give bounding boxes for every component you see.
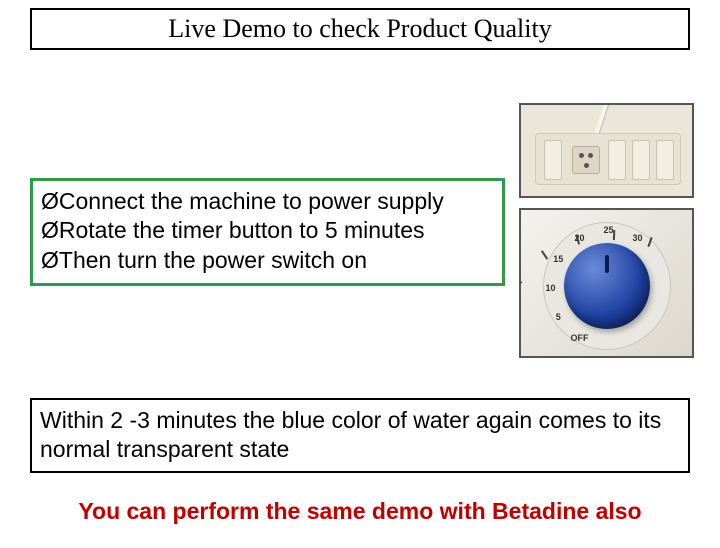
plug-pin: [588, 153, 593, 158]
step-text: Then turn the power switch on: [59, 247, 367, 273]
dial-label: 20: [574, 233, 584, 243]
plug-pin: [584, 163, 589, 168]
steps-box: ØConnect the machine to power supply ØRo…: [30, 178, 505, 286]
dial-indicator: [605, 255, 609, 273]
timer-dial-illustration: OFF 5 10 15 20 25 30: [519, 208, 694, 358]
dial-label: 10: [545, 283, 555, 293]
bullet-icon: Ø: [41, 247, 59, 273]
dial-tick: [540, 250, 547, 259]
step-item: ØRotate the timer button to 5 minutes: [41, 216, 494, 245]
plug-pin: [579, 153, 584, 158]
result-text: Within 2 -3 minutes the blue color of wa…: [40, 406, 680, 465]
power-switch-illustration: [519, 103, 694, 198]
bullet-icon: Ø: [41, 217, 59, 243]
switch-key: [656, 140, 674, 180]
dial-knob: [564, 243, 650, 329]
dial-label: 5: [556, 312, 561, 322]
switch-key: [632, 140, 650, 180]
step-item: ØConnect the machine to power supply: [41, 187, 494, 216]
bullet-icon: Ø: [41, 188, 59, 214]
dial-label: OFF: [571, 333, 589, 343]
switch-key: [544, 140, 562, 180]
title-bar: Live Demo to check Product Quality: [30, 8, 690, 50]
page-title: Live Demo to check Product Quality: [168, 14, 551, 43]
step-text: Connect the machine to power supply: [59, 188, 444, 214]
dial-label: 25: [603, 225, 613, 235]
footer-text: You can perform the same demo with Betad…: [0, 498, 720, 525]
dial-label: 15: [553, 254, 563, 264]
result-box: Within 2 -3 minutes the blue color of wa…: [30, 398, 690, 473]
dial-label: 30: [632, 233, 642, 243]
plug-socket: [572, 146, 600, 174]
dial-tick: [519, 276, 522, 284]
switch-key: [608, 140, 626, 180]
switch-plate: [535, 133, 681, 185]
step-item: ØThen turn the power switch on: [41, 246, 494, 275]
step-text: Rotate the timer button to 5 minutes: [59, 217, 425, 243]
